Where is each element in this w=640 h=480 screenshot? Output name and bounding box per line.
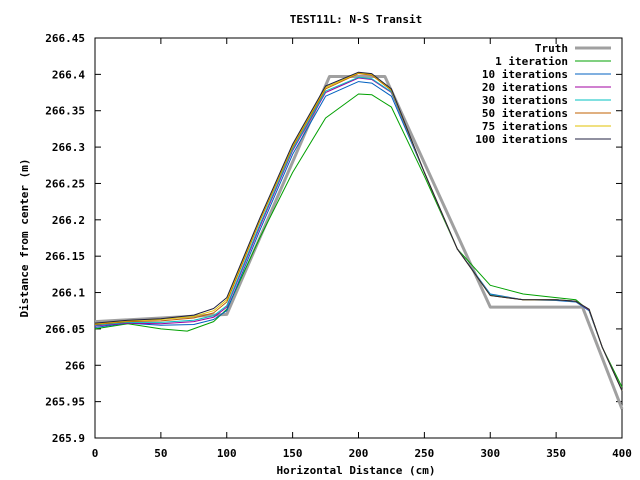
series-line-7 — [94, 71, 623, 391]
legend-label: 20 iterations — [482, 81, 568, 94]
y-tick-label: 265.95 — [45, 396, 85, 409]
x-tick-label: 250 — [414, 447, 434, 460]
x-tick-label: 50 — [154, 447, 167, 460]
legend-label: 1 iteration — [495, 55, 568, 68]
y-tick-label: 266.1 — [52, 287, 85, 300]
y-tick-label: 266.25 — [45, 177, 85, 190]
x-tick-label: 150 — [283, 447, 303, 460]
x-tick-label: 0 — [92, 447, 99, 460]
x-tick-label: 350 — [546, 447, 566, 460]
x-tick-label: 400 — [612, 447, 632, 460]
chart-title: TEST11L: N-S Transit — [290, 13, 422, 26]
y-axis-label: Distance from center (m) — [18, 159, 31, 318]
series-line-1 — [94, 93, 623, 388]
y-tick-label: 265.9 — [52, 432, 85, 445]
y-axis: 265.9 265.95 266 266.05 266.1 266.15 266.2 266.… — [45, 32, 622, 445]
y-tick-label: 266.35 — [45, 105, 85, 118]
legend-label: 75 iterations — [482, 120, 568, 133]
series-lines — [94, 71, 624, 410]
y-tick-label: 266 — [65, 359, 85, 372]
y-tick-label: 266.4 — [52, 68, 85, 81]
y-tick-label: 266.45 — [45, 32, 85, 45]
y-tick-label: 266.05 — [45, 323, 85, 336]
legend-label: 100 iterations — [475, 133, 568, 146]
legend-label: Truth — [535, 42, 568, 55]
series-line-0 — [94, 75, 624, 410]
x-axis-label: Horizontal Distance (cm) — [277, 464, 436, 477]
y-tick-label: 266.2 — [52, 214, 85, 227]
x-tick-label: 300 — [480, 447, 500, 460]
y-tick-label: 266.15 — [45, 250, 85, 263]
series-line-2 — [94, 81, 623, 391]
legend-label: 30 iterations — [482, 94, 568, 107]
x-tick-label: 200 — [349, 447, 369, 460]
legend-label: 10 iterations — [482, 68, 568, 81]
legend-label: 50 iterations — [482, 107, 568, 120]
x-axis: 0 50 100 150 200 250 300 350 400 — [92, 38, 632, 460]
x-tick-label: 100 — [217, 447, 237, 460]
y-tick-label: 266.3 — [52, 141, 85, 154]
